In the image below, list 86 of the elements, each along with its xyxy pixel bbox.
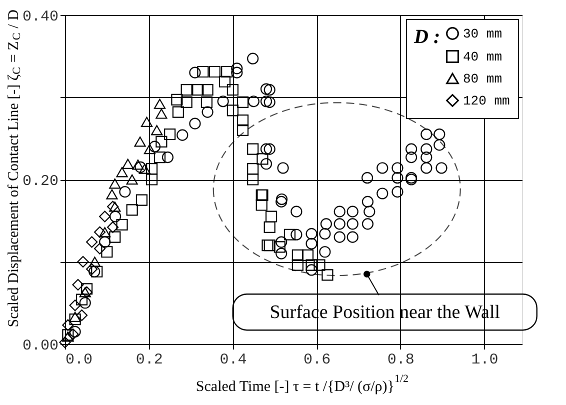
point bbox=[107, 221, 119, 233]
point bbox=[109, 178, 121, 189]
legend-label: 120 mm bbox=[463, 94, 510, 108]
point bbox=[76, 294, 88, 306]
point bbox=[94, 242, 106, 254]
point bbox=[180, 96, 192, 108]
point bbox=[106, 189, 118, 200]
point bbox=[156, 136, 168, 148]
point bbox=[171, 94, 183, 106]
point bbox=[202, 84, 214, 96]
point bbox=[172, 106, 184, 118]
point bbox=[284, 228, 296, 240]
legend-label: 30 mm bbox=[463, 26, 502, 42]
point bbox=[221, 66, 233, 78]
point bbox=[218, 76, 231, 88]
point bbox=[164, 128, 176, 140]
point bbox=[91, 266, 103, 278]
point bbox=[306, 259, 318, 271]
y-axis-title: Scaled Displacement of Contact Line [-] ζC = ZC / D bbox=[6, 9, 23, 328]
point bbox=[72, 278, 84, 291]
point bbox=[256, 153, 268, 165]
point bbox=[236, 96, 249, 108]
point bbox=[99, 227, 111, 238]
point bbox=[101, 246, 113, 258]
point bbox=[109, 231, 121, 243]
point bbox=[69, 312, 81, 322]
point bbox=[146, 174, 158, 186]
x-tick-label: 0.6 bbox=[304, 352, 331, 368]
legend-title: D : bbox=[413, 26, 440, 48]
point bbox=[156, 108, 168, 119]
point bbox=[154, 152, 166, 164]
point bbox=[134, 136, 146, 147]
point bbox=[236, 124, 249, 136]
point bbox=[274, 241, 286, 253]
point bbox=[197, 66, 209, 78]
point bbox=[132, 160, 144, 170]
point bbox=[200, 96, 213, 108]
y-tick-label: 0.00 bbox=[22, 338, 58, 354]
point bbox=[256, 199, 268, 211]
point bbox=[247, 143, 259, 155]
point bbox=[144, 144, 156, 154]
legend-label: 80 mm bbox=[463, 72, 502, 86]
point bbox=[322, 269, 334, 281]
point bbox=[62, 329, 74, 341]
x-tick-label: 0.4 bbox=[220, 352, 247, 368]
point bbox=[88, 256, 101, 267]
point bbox=[292, 259, 304, 271]
point bbox=[122, 158, 134, 169]
point bbox=[302, 249, 314, 261]
point bbox=[146, 163, 158, 175]
x-tick-label: 1.0 bbox=[471, 352, 498, 368]
point bbox=[62, 332, 74, 342]
point bbox=[247, 174, 259, 186]
point bbox=[69, 300, 81, 312]
point bbox=[226, 84, 238, 96]
point bbox=[180, 84, 192, 96]
point bbox=[192, 84, 204, 96]
point bbox=[151, 125, 163, 136]
y-tick-label: 0.20 bbox=[22, 173, 58, 190]
point bbox=[247, 163, 259, 175]
point bbox=[77, 256, 89, 268]
point bbox=[154, 98, 166, 109]
y-tick-label: 0.40 bbox=[22, 8, 58, 26]
point bbox=[136, 194, 148, 206]
point bbox=[86, 236, 98, 248]
legend-label: 40 mm bbox=[463, 50, 502, 64]
point bbox=[226, 104, 238, 116]
point bbox=[81, 283, 93, 295]
x-tick-label: 0.8 bbox=[387, 352, 414, 368]
point bbox=[116, 167, 128, 178]
point bbox=[99, 210, 111, 222]
point bbox=[140, 116, 153, 128]
point bbox=[236, 114, 249, 126]
point bbox=[314, 259, 326, 271]
point bbox=[126, 174, 138, 185]
x-tick-label: 0.0 bbox=[66, 352, 93, 368]
x-tick-label: 0.2 bbox=[136, 352, 163, 368]
point bbox=[116, 218, 128, 231]
point bbox=[94, 226, 106, 238]
point bbox=[138, 164, 150, 174]
point bbox=[208, 66, 220, 78]
point bbox=[69, 314, 81, 326]
point bbox=[264, 221, 276, 233]
point bbox=[265, 210, 278, 222]
point bbox=[126, 204, 138, 216]
point bbox=[292, 249, 304, 261]
